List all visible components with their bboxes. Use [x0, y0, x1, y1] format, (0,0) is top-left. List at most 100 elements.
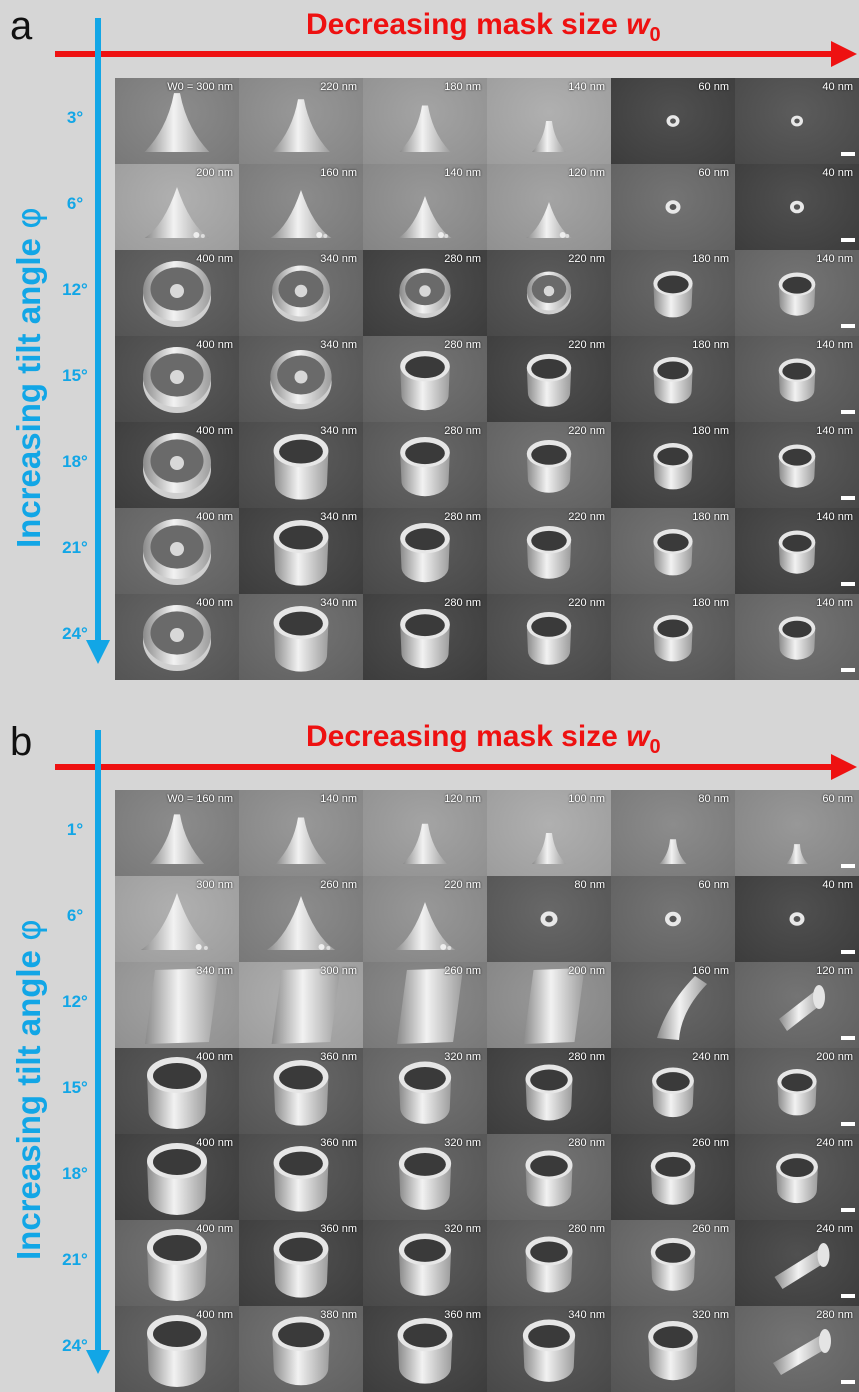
sem-micrograph: 140 nm [363, 164, 487, 250]
mask-size-label: 280 nm [444, 597, 481, 609]
mask-size-label: 320 nm [444, 1051, 481, 1063]
sem-micrograph: 240 nm [735, 1134, 859, 1220]
sem-micrograph: 140 nm [735, 336, 859, 422]
scale-bar [841, 1208, 855, 1212]
sem-micrograph: 120 nm [487, 164, 611, 250]
sem-micrograph: 300 nm [115, 876, 239, 962]
sem-micrograph: 320 nm [363, 1048, 487, 1134]
nanostructure-shape [525, 1064, 573, 1121]
sem-micrograph: 140 nm [735, 594, 859, 680]
mask-size-label: 220 nm [568, 511, 605, 523]
scale-bar [841, 238, 855, 242]
sem-micrograph: 280 nm [487, 1220, 611, 1306]
nanostructure-shape [273, 434, 329, 500]
mask-size-label: 300 nm [196, 879, 233, 891]
mask-size-label: 280 nm [444, 425, 481, 437]
image-row: 400 nm 340 nm 280 nm 220 nm 180 nm 140 n… [115, 336, 859, 422]
nanostructure-shape [657, 976, 707, 1040]
scale-bar [841, 864, 855, 868]
horizontal-arrow-head [831, 41, 857, 67]
sem-micrograph: W0 = 300 nm [115, 78, 239, 164]
scale-bar [841, 668, 855, 672]
scale-bar [841, 1122, 855, 1126]
mask-size-label: 400 nm [196, 339, 233, 351]
nanostructure-shape [778, 616, 816, 660]
nanostructure-shape [399, 105, 451, 152]
sem-micrograph: 180 nm [611, 594, 735, 680]
mask-size-label: 60 nm [698, 167, 729, 179]
mask-size-label: 260 nm [692, 1223, 729, 1235]
nanostructure-shape [398, 1147, 452, 1210]
nanostructure-shape [147, 1315, 207, 1387]
nanostructure-shape [273, 1060, 329, 1126]
mask-size-label: 200 nm [816, 1051, 853, 1063]
sem-micrograph: 60 nm [611, 876, 735, 962]
nanostructure-shape [659, 839, 687, 864]
sem-micrograph: 380 nm [239, 1306, 363, 1392]
sem-micrograph: 280 nm [363, 508, 487, 594]
image-row: 400 nm 360 nm 320 nm 280 nm 260 nm 240 n… [115, 1134, 859, 1220]
horizontal-arrow-head [831, 754, 857, 780]
vertical-arrow-label: Increasing tilt angle φ [9, 919, 48, 1260]
sem-micrograph: 340 nm [239, 508, 363, 594]
sem-micrograph: W0 = 160 nm [115, 790, 239, 876]
mask-size-label: 100 nm [568, 793, 605, 805]
nanostructure-shape [791, 115, 803, 127]
horizontal-arrow [55, 51, 835, 57]
nanostructure-shape [665, 911, 681, 927]
nanostructure-shape [400, 437, 450, 497]
mask-size-label: 400 nm [196, 1137, 233, 1149]
mask-size-label: 80 nm [698, 793, 729, 805]
mask-size-label: 140 nm [320, 793, 357, 805]
panel-letter: b [10, 720, 33, 764]
sem-micrograph: 280 nm [487, 1134, 611, 1220]
nanostructure-shape [270, 350, 332, 410]
tilt-angle-label: 21° [62, 538, 88, 557]
nanostructure-shape [525, 1150, 573, 1207]
nanostructure-shape [776, 1153, 818, 1204]
mask-size-label: 220 nm [568, 425, 605, 437]
nanostructure-shape [275, 817, 327, 864]
nanostructure-shape [270, 190, 332, 238]
mask-size-label: 400 nm [196, 1223, 233, 1235]
sem-micrograph: 400 nm [115, 336, 239, 422]
sem-micrograph: 140 nm [735, 508, 859, 594]
nanostructure-shape [790, 200, 804, 214]
sem-micrograph: 240 nm [611, 1048, 735, 1134]
mask-size-label: 260 nm [692, 1137, 729, 1149]
scale-bar [841, 324, 855, 328]
sem-micrograph: 320 nm [363, 1220, 487, 1306]
mask-size-label: 280 nm [444, 253, 481, 265]
mask-size-label: 80 nm [574, 879, 605, 891]
mask-size-label: 120 nm [444, 793, 481, 805]
mask-size-label: 300 nm [320, 965, 357, 977]
sem-micrograph: 280 nm [363, 594, 487, 680]
nanostructure-shape [398, 196, 452, 238]
mask-size-label: 160 nm [692, 965, 729, 977]
vertical-arrow [95, 730, 101, 1352]
tilt-angle-label: 18° [62, 452, 88, 471]
tilt-angle-label: 6° [66, 194, 84, 213]
nanostructure-shape [400, 351, 450, 411]
sem-micrograph: 180 nm [611, 336, 735, 422]
mask-size-label: 360 nm [320, 1223, 357, 1235]
sem-micrograph: 240 nm [735, 1220, 859, 1306]
mask-size-label: 260 nm [320, 879, 357, 891]
nanostructure-shape [140, 893, 214, 950]
mask-size-label: 360 nm [444, 1309, 481, 1321]
sem-micrograph: 220 nm [487, 594, 611, 680]
tilt-angle-label: 24° [62, 1336, 88, 1355]
tilt-angle-label: 12° [62, 992, 88, 1011]
sem-micrograph: 360 nm [239, 1220, 363, 1306]
sem-micrograph: 400 nm [115, 594, 239, 680]
nanostructure-shape [397, 1318, 453, 1384]
nanostructure-shape [650, 1152, 696, 1205]
image-row: 340 nm 300 nm 260 nm 200 nm 160 nm 120 n… [115, 962, 859, 1048]
sem-micrograph: 400 nm [115, 1220, 239, 1306]
sem-micrograph: 360 nm [239, 1134, 363, 1220]
nanostructure-shape [145, 968, 219, 1044]
mask-size-label: 340 nm [320, 511, 357, 523]
nanostructure-shape [786, 844, 808, 864]
scale-bar [841, 582, 855, 586]
nanostructure-shape [394, 902, 456, 950]
